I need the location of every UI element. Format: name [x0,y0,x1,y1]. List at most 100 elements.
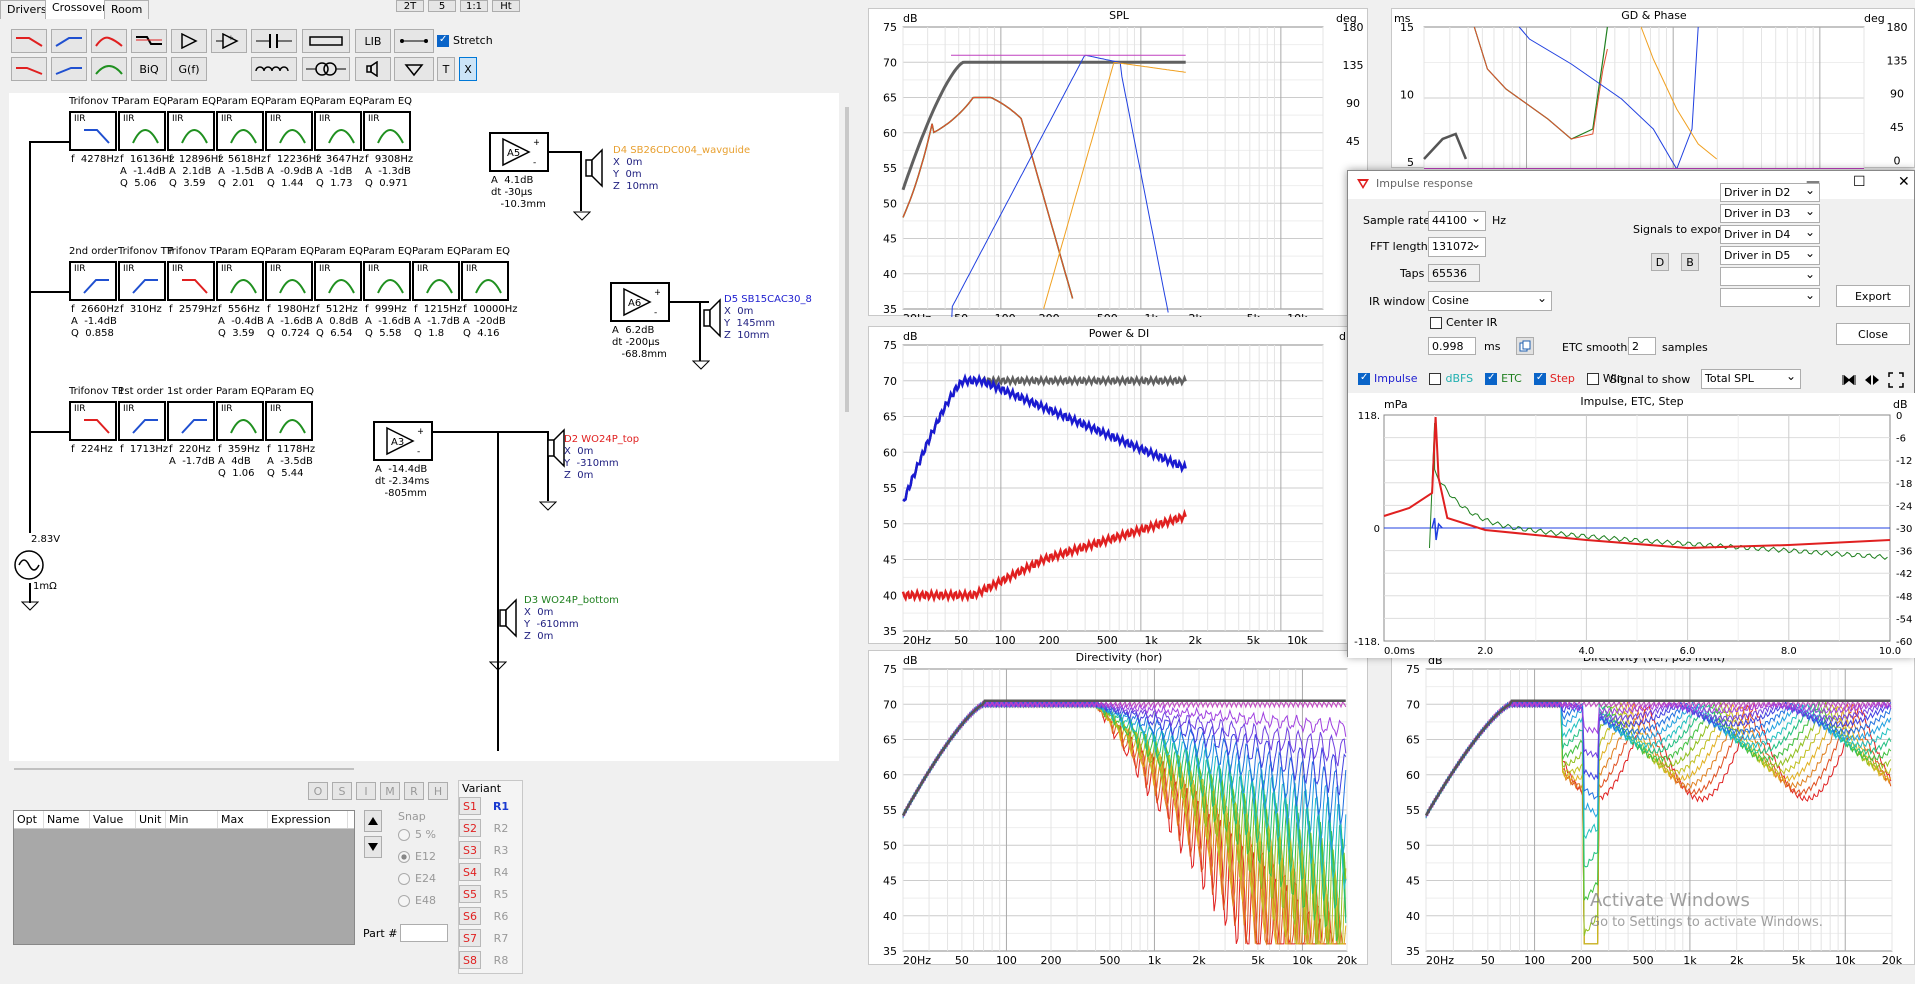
ir-window-select[interactable]: Cosine [1428,291,1552,311]
column-header[interactable]: Name [44,811,90,828]
fft-length-select[interactable]: 131072 [1428,237,1486,257]
highpass2-blue-button[interactable] [51,57,87,81]
variant-r1[interactable]: R1 [490,797,512,815]
tab-crossover[interactable]: Crossover [45,0,114,19]
filter-block[interactable]: IIR [314,261,362,301]
summing-amp-button[interactable]: + [211,29,247,53]
filter-block[interactable]: IIR [118,111,166,151]
peq-green-button[interactable] [91,57,127,81]
resistor-button[interactable] [302,29,350,53]
filter-block[interactable]: IIR [216,111,264,151]
variant-s6[interactable]: S6 [459,907,481,925]
filter-block[interactable]: IIR [167,261,215,301]
fullscreen-icon[interactable] [1888,372,1904,388]
check-step[interactable]: Step [1533,372,1575,385]
amp-a6[interactable]: A6 + - [610,282,670,322]
canvas-scrollbar[interactable] [845,107,849,412]
move-up-button[interactable] [364,810,382,832]
snap-radio[interactable]: E12 [398,850,436,863]
variant-r7[interactable]: R7 [490,929,512,947]
filter-block[interactable]: IIR [265,261,313,301]
gd-phase-chart[interactable]: GD & Phase ms deg 15 10 5 180 135 90 45 0 [1391,8,1915,169]
impulse-response-dialog[interactable]: Impulse response — ☐ ✕ Sample rate 44100… [1347,170,1915,658]
etc-smooth-input[interactable]: 2 [1628,337,1656,355]
ac-source-icon[interactable] [11,547,47,583]
variant-r3[interactable]: R3 [490,841,512,859]
maximize-icon[interactable]: ☐ [1853,174,1866,190]
check-win[interactable]: Win [1586,372,1624,385]
filter-block[interactable]: IIR [118,401,166,441]
move-down-button[interactable] [364,836,382,858]
driver-d5-name[interactable]: D5 SB15CAC30_8 [724,294,812,305]
power-di-chart[interactable]: Power & DI dB d 75 70 65 60 55 50 45 40 35 20Hz 50… [868,326,1368,645]
export-button[interactable]: Export [1836,285,1910,307]
variant-s3[interactable]: S3 [459,841,481,859]
driver-d3-speaker-icon[interactable] [486,598,522,638]
filter-block[interactable]: IIR [314,111,362,151]
impulse-chart[interactable]: Impulse, ETC, Step mPa dB 118. 0 -118. 0 -6 -… [1348,393,1915,658]
filter-block[interactable]: IIR [69,261,117,301]
highpass-blue-button[interactable] [51,29,87,53]
opt-button-o[interactable]: O [308,782,328,800]
filter-block[interactable]: IIR [69,401,117,441]
skip-icon[interactable] [1842,374,1856,386]
b-button[interactable]: B [1681,253,1699,271]
signal-export-select[interactable] [1720,267,1820,286]
x-button[interactable]: X [459,57,477,81]
shelf-button[interactable] [131,29,167,53]
variant-r6[interactable]: R6 [490,907,512,925]
ground-button[interactable] [394,57,434,81]
filter-block[interactable]: IIR [265,111,313,151]
driver-d2-name[interactable]: D2 WO24P_top [564,434,640,445]
filter-block[interactable] [167,401,215,441]
opt-button-i[interactable]: I [356,782,376,800]
signal-export-select[interactable]: Driver in D3 [1720,204,1820,223]
bandpass-red-button[interactable] [91,29,127,53]
variant-r2[interactable]: R2 [490,819,512,837]
opt-button-s[interactable]: S [332,782,352,800]
filter-block[interactable]: IIR [69,111,117,151]
view-2t-button[interactable]: 2T [396,0,424,12]
taps-field[interactable]: 65536 [1428,264,1480,282]
column-header[interactable]: Opt [14,811,44,828]
variant-r4[interactable]: R4 [490,863,512,881]
variant-s7[interactable]: S7 [459,929,481,947]
check-dbfs[interactable]: dBFS [1429,372,1473,385]
transformer-button[interactable] [302,57,350,81]
snap-radio[interactable]: 5 % [398,828,436,841]
amp-a5[interactable]: A5 + - [489,132,549,172]
directivity-hor-chart[interactable]: Directivity (hor) dB 75 70 65 60 55 50 45 40 35 2… [868,650,1368,966]
variant-s1[interactable]: S1 [459,797,481,815]
center-ir-checkbox[interactable]: Center IR [1430,316,1497,329]
view-ht-button[interactable]: Ht [492,0,520,12]
view-1to1-button[interactable]: 1:1 [460,0,488,12]
column-header[interactable]: Value [90,811,136,828]
variant-r5[interactable]: R5 [490,885,512,903]
driver-d5-speaker-icon[interactable] [702,298,724,338]
splitter[interactable] [14,768,354,770]
expand-horizontal-icon[interactable] [1864,374,1880,386]
signal-show-select[interactable]: Total SPL [1701,369,1801,389]
column-header[interactable]: Min [166,811,218,828]
amp-a3[interactable]: A3 + - [373,421,433,461]
variant-s5[interactable]: S5 [459,885,481,903]
gf-button[interactable]: G(f) [171,57,207,81]
ms-input[interactable]: 0.998 [1428,337,1476,355]
speaker-button[interactable] [355,57,391,81]
variant-r8[interactable]: R8 [490,951,512,969]
opt-button-r[interactable]: R [404,782,424,800]
opt-button-m[interactable]: M [380,782,400,800]
filter-block[interactable]: IIR [118,261,166,301]
inductor-button[interactable] [251,57,297,81]
check-etc[interactable]: ETC [1485,372,1522,385]
filter-block[interactable]: IIR [265,401,313,441]
filter-block[interactable]: IIR [412,261,460,301]
directivity-ver-chart[interactable]: Directivity (ver, pos front) dB 75706560… [1391,650,1915,966]
part-number-input[interactable] [400,924,448,942]
dialog-titlebar[interactable]: Impulse response — ☐ ✕ [1348,171,1914,199]
variant-s8[interactable]: S8 [459,951,481,969]
parameter-table[interactable]: Opt Name Value Unit Min Max Expression [13,810,355,945]
signal-export-select[interactable]: Driver in D4 [1720,225,1820,244]
filter-block[interactable]: IIR [167,111,215,151]
stretch-checkbox[interactable]: Stretch [437,34,493,47]
